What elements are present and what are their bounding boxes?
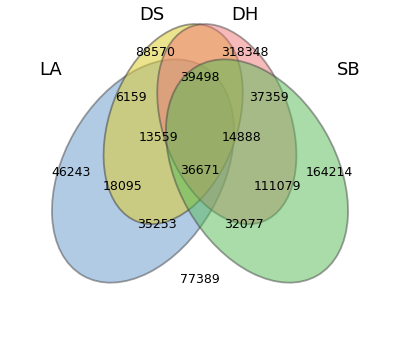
Text: 36671: 36671 — [180, 165, 220, 177]
Text: SB: SB — [337, 62, 361, 79]
Text: LA: LA — [40, 62, 62, 79]
Text: 18095: 18095 — [103, 180, 143, 193]
Text: 77389: 77389 — [180, 273, 220, 287]
Text: DH: DH — [232, 6, 259, 24]
Text: 111079: 111079 — [253, 180, 301, 193]
Text: DS: DS — [139, 6, 164, 24]
Text: 318348: 318348 — [222, 45, 269, 58]
Text: 35253: 35253 — [137, 218, 176, 231]
Text: 13559: 13559 — [138, 131, 178, 144]
Ellipse shape — [166, 59, 348, 283]
Text: 164214: 164214 — [306, 166, 353, 179]
Text: 32077: 32077 — [224, 218, 264, 231]
Text: 14888: 14888 — [222, 131, 262, 144]
Ellipse shape — [104, 24, 243, 224]
Text: 37359: 37359 — [249, 91, 288, 104]
Text: 88570: 88570 — [135, 45, 175, 58]
Ellipse shape — [52, 59, 234, 283]
Text: 39498: 39498 — [180, 71, 220, 84]
Text: 6159: 6159 — [116, 91, 147, 104]
Ellipse shape — [157, 24, 296, 224]
Text: 46243: 46243 — [51, 166, 91, 179]
